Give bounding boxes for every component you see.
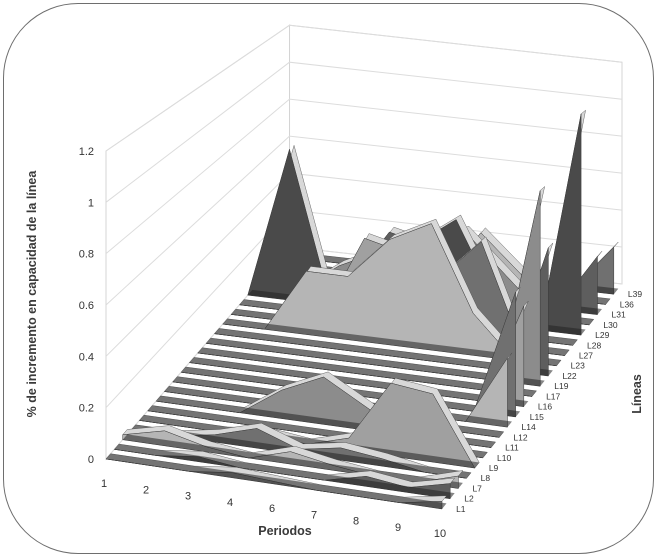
y-tick-label: 0 <box>88 454 94 466</box>
y-tick-label: 0.4 <box>79 351 94 363</box>
x-tick-label: 7 <box>311 509 317 521</box>
series-floor <box>222 318 562 366</box>
chart-frame: 0 0.2 0.4 0.6 0.8 1 1.2 1 2 3 4 6 7 8 9 10 L1 L2 L7 L8 L9 L… <box>3 3 654 554</box>
x-tick-label: 9 <box>395 522 401 534</box>
z-tick-label: L9 <box>489 463 499 473</box>
series-L17 <box>197 347 537 397</box>
y-axis-ticks: 0 0.2 0.4 0.6 0.8 1 1.2 <box>79 146 94 466</box>
x-tick-label: 2 <box>143 484 149 496</box>
z-tick-label: L22 <box>562 371 576 381</box>
z-tick-label: L27 <box>579 350 593 360</box>
z-tick-label: L29 <box>595 330 609 340</box>
gridline <box>105 24 623 152</box>
z-tick-label: L16 <box>538 402 552 412</box>
z-tick-label: L11 <box>505 443 519 453</box>
series-floor <box>189 357 529 407</box>
x-tick-label: 8 <box>353 516 359 528</box>
series-floor <box>214 328 553 377</box>
series-L2 <box>113 443 456 500</box>
series-floor <box>197 347 537 397</box>
z-tick-label: L14 <box>522 422 536 432</box>
z-tick-label: L19 <box>554 381 568 391</box>
series-floor <box>114 444 455 499</box>
z-tick-label: L7 <box>472 483 482 493</box>
z-axis-ticks: L1L2L7L8L9L10L11L12L14L15L16L17L19L22L23… <box>456 289 642 514</box>
x-tick-label: 3 <box>185 491 191 503</box>
z-tick-label: L36 <box>620 299 634 309</box>
z-tick-label: L12 <box>513 432 527 442</box>
z-tick-label: L15 <box>530 412 544 422</box>
z-tick-label: L8 <box>481 473 491 483</box>
gridline <box>105 61 623 203</box>
y-tick-label: 1 <box>88 197 94 209</box>
y-axis-title: % de incremento en capacidad de la línea <box>25 170 39 418</box>
y-tick-label: 0.6 <box>79 300 94 312</box>
x-tick-label: 6 <box>269 503 275 515</box>
y-tick-label: 0.2 <box>79 403 94 415</box>
x-axis-title: Periodos <box>258 524 312 538</box>
series-floor <box>106 453 447 509</box>
z-tick-label: L31 <box>612 310 626 320</box>
z-tick-label: L1 <box>456 504 466 514</box>
x-tick-label: 4 <box>227 497 233 509</box>
z-tick-label: L28 <box>587 340 601 350</box>
y-tick-label: 1.2 <box>79 146 94 158</box>
gridline <box>105 135 623 306</box>
z-tick-label: L23 <box>571 361 585 371</box>
series-layer <box>105 109 619 510</box>
z-tick-label: L39 <box>628 289 642 299</box>
series-L1 <box>105 453 447 510</box>
x-axis-ticks: 1 2 3 4 6 7 8 9 10 <box>101 478 446 540</box>
z-tick-label: L2 <box>464 494 474 504</box>
x-tick-label: 10 <box>434 528 446 540</box>
series-floor <box>139 415 480 469</box>
z-tick-label: L17 <box>546 391 560 401</box>
z-tick-label: L30 <box>603 320 617 330</box>
z-axis-title: Líneas <box>630 374 644 414</box>
x-tick-label: 1 <box>101 478 107 490</box>
y-tick-label: 0.8 <box>79 249 94 261</box>
gridline <box>105 98 623 255</box>
z-tick-label: L10 <box>497 453 511 463</box>
series-floor <box>206 338 545 387</box>
